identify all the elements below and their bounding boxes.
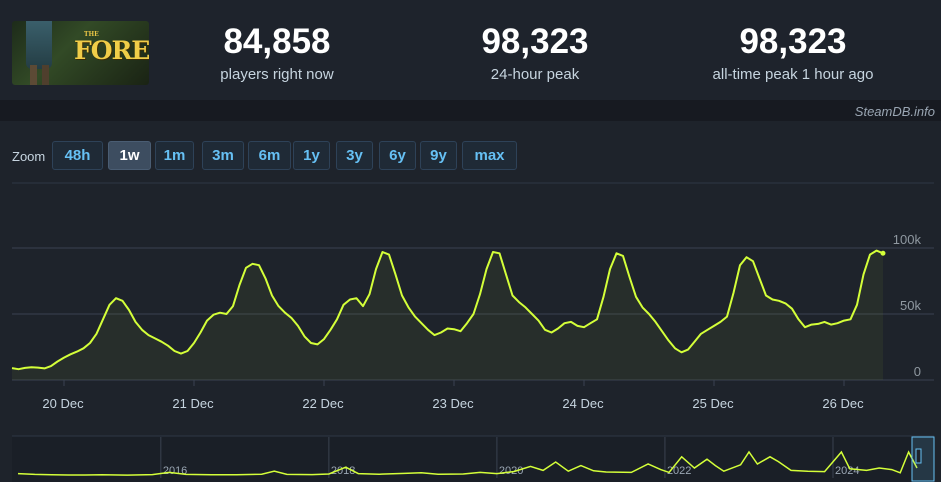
y-tick-label: 50k [900,298,921,313]
stat-label: all-time peak 1 hour ago [712,66,874,83]
zoom-button-48h[interactable]: 48h [52,141,103,170]
x-tick-label: 21 Dec [172,396,214,411]
x-tick-label: 26 Dec [822,396,864,411]
navigator-handle[interactable] [915,448,922,464]
y-tick-label: 0 [914,364,921,379]
stat-value: 98,323 [739,22,847,61]
capsule-figure-leg [30,65,37,85]
stat-label: 24-hour peak [490,66,580,83]
zoom-button-6m[interactable]: 6m [248,141,291,170]
stat-value: 98,323 [481,22,589,61]
x-tick-label: 22 Dec [302,396,344,411]
navigator-series-line [17,450,918,476]
stat-all-time-peak: 98,323 all-time peak 1 hour ago [683,22,903,84]
x-tick-label: 25 Dec [692,396,734,411]
game-capsule-image[interactable]: THE FOREST [12,21,149,85]
x-tick-label: 20 Dec [42,396,84,411]
stats-header: THE FOREST 84,858 players right now 98,3… [0,0,941,100]
zoom-button-3y[interactable]: 3y [336,141,373,170]
capsule-figure [26,21,52,69]
stat-players-now: 84,858 players right now [167,22,387,84]
navigator-tick-label: 2020 [499,465,523,477]
chart-panel [0,121,941,482]
navigator-tick-label: 2024 [835,465,859,477]
navigator-background [12,436,934,482]
zoom-button-6y[interactable]: 6y [379,141,416,170]
capsule-logo-small: THE [84,31,99,38]
zoom-button-max[interactable]: max [462,141,517,170]
zoom-button-3m[interactable]: 3m [202,141,244,170]
y-tick-label: 100k [893,232,922,247]
series-last-point [880,250,886,256]
navigator-tick-label: 2018 [331,465,355,477]
zoom-button-1m[interactable]: 1m [155,141,194,170]
zoom-button-1y[interactable]: 1y [293,141,330,170]
zoom-button-9y[interactable]: 9y [420,141,457,170]
stat-24h-peak: 98,323 24-hour peak [425,22,645,84]
navigator-range-selector[interactable] [911,436,935,482]
x-tick-label: 24 Dec [562,396,604,411]
series-area [12,250,883,380]
zoom-button-1w[interactable]: 1w [108,141,151,170]
stat-value: 84,858 [223,22,331,61]
capsule-figure-leg [42,65,49,85]
navigator-tick-label: 2016 [163,465,187,477]
stat-label: players right now [220,66,334,83]
series-line-players [11,249,884,371]
zoom-label: Zoom [12,149,46,164]
steamdb-credit[interactable]: SteamDB.info [854,104,935,119]
x-tick-label: 23 Dec [432,396,474,411]
capsule-logo-title: FOREST [74,36,149,65]
